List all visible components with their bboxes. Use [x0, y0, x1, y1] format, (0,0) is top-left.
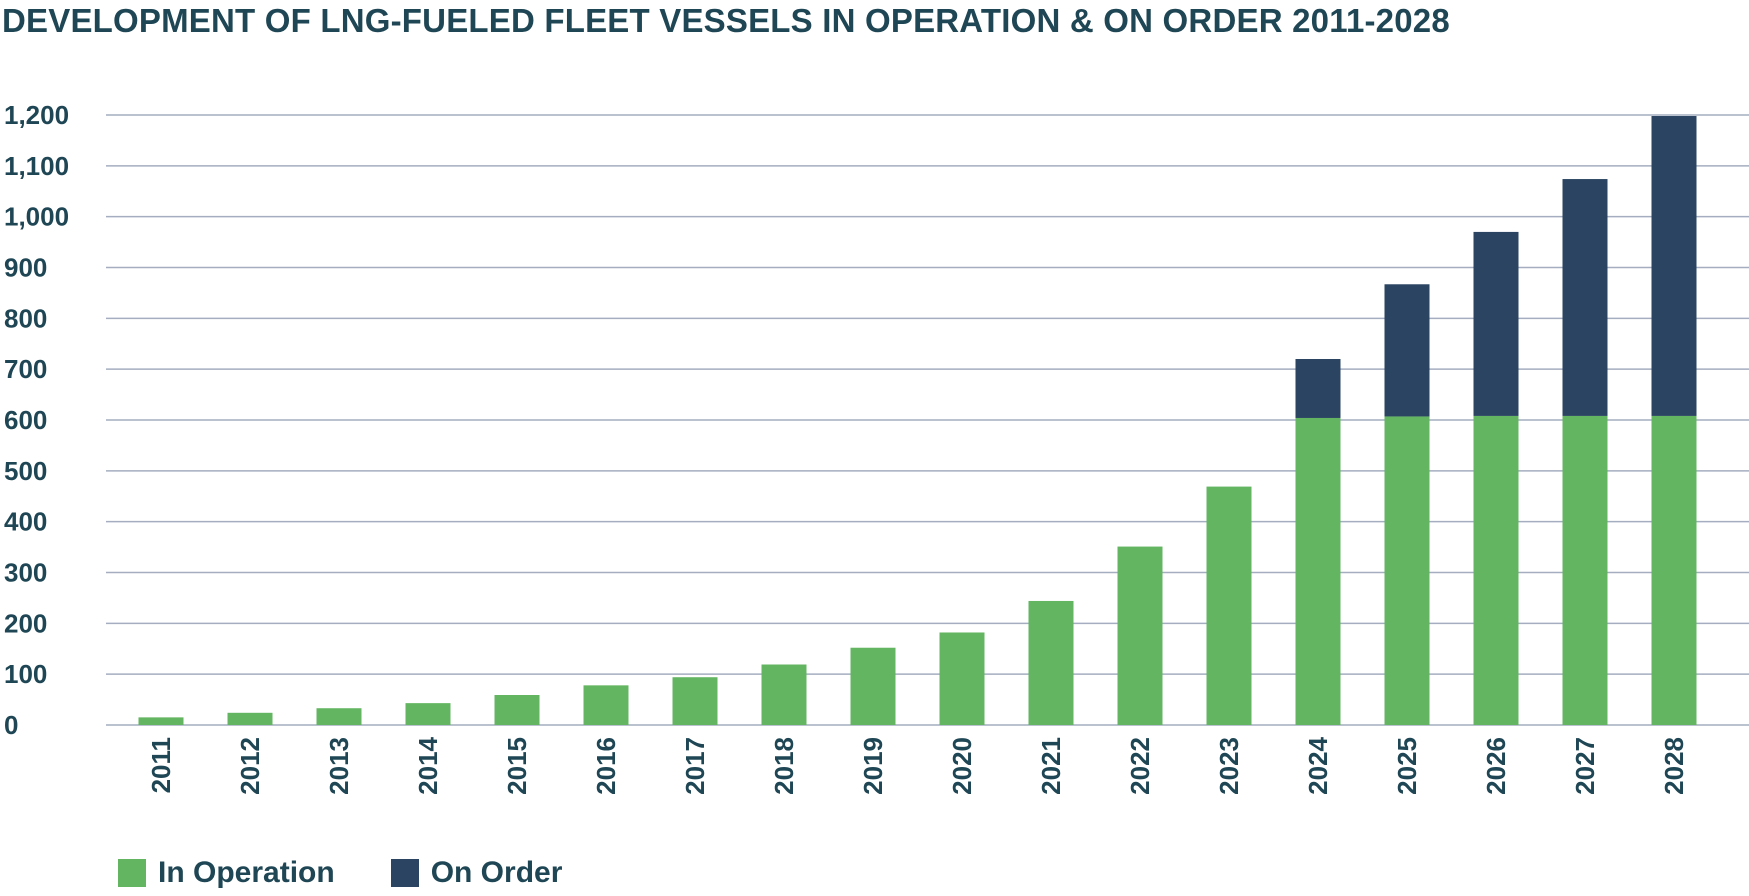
- bar-in-operation-2012: [227, 712, 273, 725]
- x-tick-label-2025: 2025: [1392, 737, 1422, 795]
- x-tick-label-2018: 2018: [769, 737, 799, 795]
- y-tick-label-1000: 1,000: [4, 202, 69, 232]
- x-tick-label-2011: 2011: [146, 737, 176, 793]
- x-tick-label-2023: 2023: [1214, 737, 1244, 795]
- x-tick-label-2012: 2012: [235, 737, 265, 795]
- bar-in-operation-2016: [583, 685, 629, 725]
- x-tick-label-2027: 2027: [1570, 737, 1600, 795]
- x-tick-label-2014: 2014: [413, 736, 443, 794]
- y-tick-label-900: 900: [4, 253, 47, 283]
- legend-item-in-operation: In Operation: [118, 856, 335, 890]
- chart-title: DEVELOPMENT OF LNG-FUELED FLEET VESSELS …: [2, 2, 1450, 39]
- bar-in-operation-2017: [672, 677, 718, 725]
- x-axis-ticks: 2011 2012 2013 2014 2015 2016 2017 2018 2019 2020…: [146, 736, 1689, 794]
- bar-on-order-2026: [1473, 231, 1519, 416]
- y-tick-label-100: 100: [4, 659, 47, 689]
- bar-in-operation-2026: [1473, 415, 1519, 725]
- bar-in-operation-2025: [1384, 416, 1430, 725]
- bar-on-order-2028: [1651, 116, 1697, 416]
- bar-in-operation-2028: [1651, 415, 1697, 725]
- legend: In Operation On Order: [118, 856, 618, 890]
- bar-in-operation-2027: [1562, 415, 1608, 725]
- bars: [138, 116, 1697, 725]
- bar-in-operation-2018: [761, 664, 807, 725]
- legend-swatch-in-operation: [118, 859, 146, 887]
- y-axis-ticks: 0 100 200 300 400 500 600 700 800 900 1,000 1,100 1,…: [4, 100, 69, 740]
- x-tick-label-2019: 2019: [858, 737, 888, 795]
- x-tick-label-2017: 2017: [680, 737, 710, 795]
- bar-in-operation-2023: [1206, 486, 1252, 725]
- bar-on-order-2027: [1562, 179, 1608, 416]
- x-tick-label-2022: 2022: [1125, 737, 1155, 795]
- x-tick-label-2024: 2024: [1303, 736, 1333, 794]
- x-tick-label-2026: 2026: [1481, 737, 1511, 795]
- y-tick-label-500: 500: [4, 456, 47, 486]
- bar-in-operation-2019: [850, 647, 896, 725]
- y-tick-label-1100: 1,100: [4, 151, 69, 181]
- bar-on-order-2025: [1384, 284, 1430, 417]
- y-tick-label-1200: 1,200: [4, 100, 69, 130]
- bar-in-operation-2024: [1295, 417, 1341, 725]
- legend-swatch-on-order: [390, 859, 419, 887]
- x-tick-label-2015: 2015: [502, 737, 532, 795]
- bar-in-operation-2014: [405, 703, 451, 725]
- y-tick-label-200: 200: [4, 608, 47, 638]
- bar-in-operation-2015: [494, 695, 540, 725]
- bar-on-order-2024: [1295, 359, 1341, 418]
- y-tick-label-700: 700: [4, 354, 47, 384]
- x-tick-label-2021: 2021: [1036, 737, 1066, 795]
- legend-item-on-order: On Order: [390, 856, 563, 890]
- x-tick-label-2028: 2028: [1659, 737, 1689, 795]
- x-tick-label-2016: 2016: [591, 737, 621, 795]
- y-tick-label-300: 300: [4, 558, 47, 588]
- y-tick-label-600: 600: [4, 405, 47, 435]
- legend-label-on-order: On Order: [430, 856, 563, 889]
- bar-in-operation-2022: [1117, 546, 1163, 725]
- y-tick-label-800: 800: [4, 303, 47, 333]
- bar-in-operation-2021: [1028, 600, 1074, 725]
- bar-in-operation-2013: [316, 708, 362, 725]
- bar-in-operation-2020: [939, 632, 985, 725]
- legend-label-in-operation: In Operation: [158, 856, 335, 889]
- y-tick-label-400: 400: [4, 507, 47, 537]
- x-tick-label-2013: 2013: [324, 737, 354, 795]
- y-tick-label-0: 0: [4, 710, 18, 740]
- x-tick-label-2020: 2020: [947, 737, 977, 795]
- bar-in-operation-2011: [138, 717, 184, 725]
